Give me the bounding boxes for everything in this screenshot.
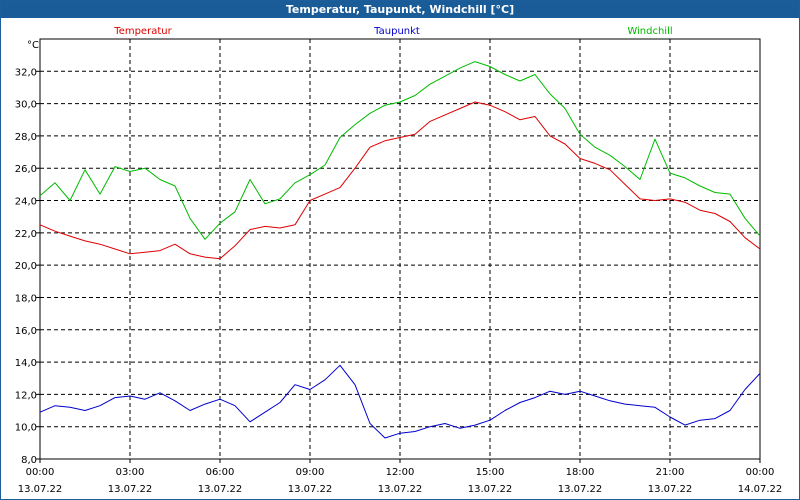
x-tick-label-time: 15:00	[476, 467, 505, 478]
y-axis-ticks: 8,0 10,0 12,0 14,0 16,0 18,0 20,0 22,0 24,0 26,0 2…	[15, 67, 40, 466]
y-tick-label: 26,0	[15, 164, 37, 175]
y-tick-label: 24,0	[15, 197, 37, 208]
x-tick-label-date: 13.07.22	[18, 484, 63, 495]
series-line-windchill	[39, 61, 761, 240]
legend: Temperatur Taupunkt Windchill	[113, 26, 672, 37]
series-line-temperatur	[39, 101, 761, 260]
x-tick-label-date: 13.07.22	[108, 484, 153, 495]
y-tick-label: 20,0	[15, 261, 37, 272]
y-tick-label: 30,0	[15, 100, 37, 111]
x-tick-label-date: 13.07.22	[558, 484, 603, 495]
x-tick-label-date: 13.07.22	[468, 484, 513, 495]
x-tick-label-time: 00:00	[26, 467, 55, 478]
window-title: Temperatur, Taupunkt, Windchill [°C]	[1, 1, 799, 18]
y-tick-label: 28,0	[15, 132, 37, 143]
series-line-taupunkt	[39, 364, 761, 439]
x-axis-ticks: 00:00 13.07.22 03:00 13.07.22 06:00 13.07.22 0…	[18, 459, 783, 495]
y-axis-unit: °C	[27, 40, 39, 51]
legend-item-windchill: Windchill	[627, 26, 672, 37]
y-tick-label: 10,0	[15, 423, 37, 434]
x-tick-label-time: 00:00	[746, 467, 775, 478]
y-tick-label: 18,0	[15, 293, 37, 304]
y-tick-label: 22,0	[15, 229, 37, 240]
series-lines	[39, 61, 761, 439]
x-tick-label-date: 13.07.22	[288, 484, 333, 495]
legend-item-temperatur: Temperatur	[113, 26, 172, 37]
x-tick-label-time: 18:00	[566, 467, 595, 478]
x-tick-label-time: 06:00	[206, 467, 235, 478]
x-tick-label-date: 13.07.22	[378, 484, 423, 495]
x-tick-label-date: 13.07.22	[648, 484, 693, 495]
x-tick-label-date: 14.07.22	[738, 484, 783, 495]
y-tick-label: 14,0	[15, 358, 37, 369]
x-tick-label-time: 12:00	[386, 467, 415, 478]
x-tick-label-time: 03:00	[116, 467, 145, 478]
legend-item-taupunkt: Taupunkt	[373, 26, 420, 37]
x-tick-label-date: 13.07.22	[198, 484, 243, 495]
x-tick-label-time: 09:00	[296, 467, 325, 478]
y-tick-label: 32,0	[15, 67, 37, 78]
y-tick-label: 12,0	[15, 390, 37, 401]
x-tick-label-time: 21:00	[656, 467, 685, 478]
y-tick-label: 8,0	[21, 455, 37, 466]
y-tick-label: 16,0	[15, 326, 37, 337]
